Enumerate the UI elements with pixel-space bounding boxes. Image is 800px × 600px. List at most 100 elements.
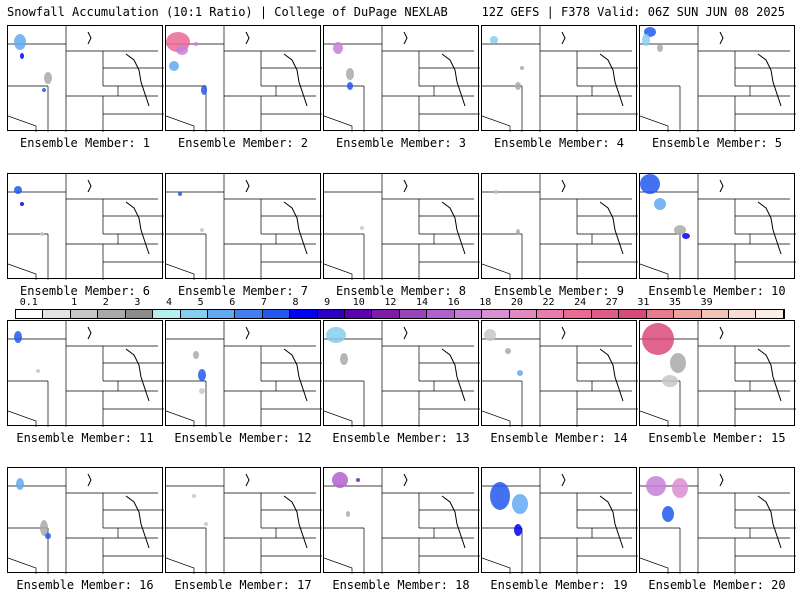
snowfall-map [482, 321, 638, 427]
map-panel-member-14 [481, 320, 638, 427]
colorbar-label: 31 [637, 297, 650, 308]
colorbar-segment [399, 310, 428, 318]
panel-caption: Ensemble Member: 17 [174, 578, 312, 592]
colorbar-label: 39 [700, 297, 713, 308]
snowfall-area [512, 494, 528, 514]
panel-caption: Ensemble Member: 1 [19, 136, 151, 150]
river-line [403, 473, 466, 549]
colorbar-segment [537, 310, 565, 318]
colorbar-label: 4 [165, 297, 173, 308]
state-boundary [8, 410, 37, 427]
snowfall-map [166, 26, 322, 132]
panel-caption: Ensemble Member: 19 [490, 578, 628, 592]
snowfall-area [176, 45, 188, 55]
colorbar-segment [43, 310, 71, 318]
snowfall-map [8, 321, 164, 427]
state-boundary [640, 115, 669, 132]
snowfall-area [169, 61, 179, 71]
state-boundary [640, 263, 669, 280]
state-boundary [324, 263, 353, 280]
state-boundary [482, 263, 511, 280]
map-panel-member-3 [323, 25, 480, 132]
river-line [719, 179, 782, 255]
map-panel-member-8 [323, 173, 480, 280]
colorbar-label: 16 [447, 297, 460, 308]
colorbar-segment [98, 310, 126, 318]
state-boundary [482, 410, 511, 427]
snowfall-area [201, 85, 207, 95]
map-panel-member-19 [481, 467, 638, 574]
snowfall-area [14, 186, 22, 194]
snowfall-map [8, 174, 164, 280]
river-line [245, 31, 308, 107]
colorbar-segment [509, 310, 538, 318]
colorbar-label: 18 [479, 297, 492, 308]
colorbar-label: 35 [668, 297, 682, 308]
map-panel-member-10 [639, 173, 796, 280]
panel-caption: Ensemble Member: 9 [493, 284, 625, 298]
colorbar-segment [454, 310, 483, 318]
state-boundary [8, 557, 37, 574]
snowfall-area [672, 478, 688, 498]
snowfall-area [198, 369, 206, 381]
river-line [245, 326, 308, 402]
snowfall-area [505, 348, 511, 354]
colorbar-label: 9 [324, 297, 331, 308]
snowfall-area [192, 494, 196, 498]
snowfall-area [346, 68, 354, 80]
colorbar-segment [290, 310, 318, 318]
colorbar-label: 12 [384, 297, 397, 308]
colorbar-segment [756, 310, 784, 318]
snowfall-map [482, 468, 638, 574]
snowfall-area [326, 327, 346, 343]
snowfall-map [324, 26, 480, 132]
panel-caption: Ensemble Member: 4 [493, 136, 625, 150]
snowfall-area [16, 478, 24, 490]
river-line [403, 31, 466, 107]
colorbar-label: 6 [229, 297, 236, 308]
map-panel-member-7 [165, 173, 322, 280]
colorbar-segment [482, 310, 510, 318]
colorbar-segment [345, 310, 373, 318]
colorbar-label: 7 [260, 297, 267, 308]
snowfall-area [36, 369, 40, 373]
panel-caption: Ensemble Member: 10 [648, 284, 786, 298]
snowfall-area [674, 225, 686, 235]
snowfall-map [8, 26, 164, 132]
snowfall-area [193, 351, 199, 359]
state-boundary [166, 557, 195, 574]
snowfall-area [199, 388, 205, 394]
panel-caption: Ensemble Member: 14 [490, 431, 628, 445]
river-line [87, 473, 150, 549]
colorbar-label: 14 [415, 297, 429, 308]
snowfall-map [166, 321, 322, 427]
river-line [561, 473, 624, 549]
map-panel-member-16 [7, 467, 164, 574]
map-panel-member-4 [481, 25, 638, 132]
run-info: 12Z GEFS | F378 Valid: 06Z SUN JUN 08 20… [481, 5, 785, 19]
panel-caption: Ensemble Member: 6 [19, 284, 151, 298]
snowfall-map [324, 174, 480, 280]
panel-caption: Ensemble Member: 16 [16, 578, 154, 592]
colorbar-segment [235, 310, 263, 318]
snowfall-area [520, 66, 524, 70]
colorbar-segment [16, 310, 44, 318]
map-panel-member-11 [7, 320, 164, 427]
state-boundary [324, 410, 353, 427]
map-panel-member-9 [481, 173, 638, 280]
snowfall-area [484, 329, 496, 341]
panel-caption: Ensemble Member: 13 [332, 431, 470, 445]
river-line [561, 326, 624, 402]
map-panel-member-12 [165, 320, 322, 427]
panel-caption: Ensemble Member: 20 [648, 578, 786, 592]
colorbar-label: 27 [605, 297, 618, 308]
snowfall-area [333, 42, 343, 54]
river-line [87, 179, 150, 255]
river-line [403, 326, 466, 402]
colorbar-label: 20 [510, 297, 523, 308]
map-panel-member-17 [165, 467, 322, 574]
panel-caption: Ensemble Member: 2 [177, 136, 309, 150]
state-boundary [166, 410, 195, 427]
river-line [87, 31, 150, 107]
snowfall-map [324, 468, 480, 574]
